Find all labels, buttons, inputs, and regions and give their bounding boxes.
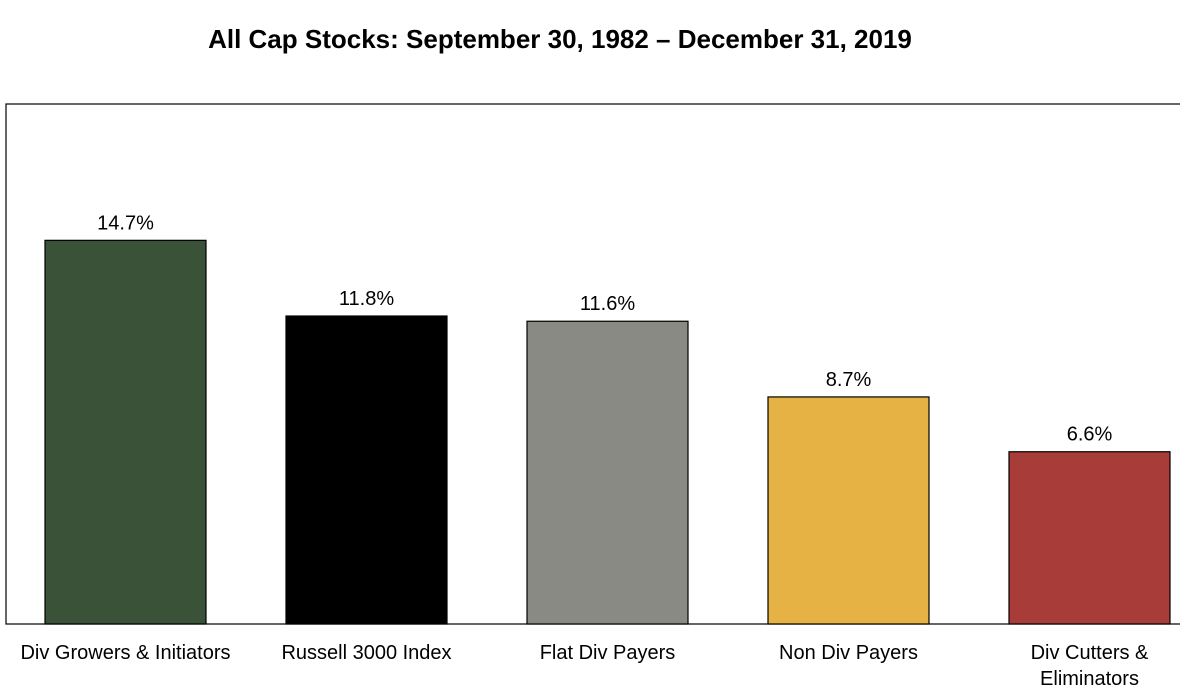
- bar-2: [285, 315, 448, 625]
- x-tick-label-4: Non Div Payers: [779, 642, 918, 664]
- value-label-4: 8.7%: [826, 369, 872, 391]
- bar-5: [1008, 451, 1171, 625]
- value-label-5: 6.6%: [1067, 424, 1113, 446]
- x-tick-label-2: Russell 3000 Index: [281, 642, 451, 664]
- x-tick-label-3: Flat Div Payers: [540, 642, 676, 664]
- x-labels-group: Div Growers & Initiators Russell 3000 Ind…: [20, 642, 1149, 690]
- x-tick-label-line: Eliminators: [1040, 668, 1139, 690]
- x-tick-label-line: Non Div Payers: [779, 642, 918, 664]
- x-tick-label-line: Div Cutters &: [1031, 642, 1149, 664]
- bar-4: [767, 396, 930, 625]
- value-label-2: 11.8%: [339, 288, 394, 310]
- value-labels-group: 14.7% 11.8% 11.6% 8.7% 6.6%: [97, 212, 1112, 445]
- x-tick-label-1: Div Growers & Initiators: [20, 642, 230, 664]
- value-label-3: 11.6%: [580, 293, 635, 315]
- bar-1: [44, 239, 207, 625]
- x-tick-label-5: Div Cutters & Eliminators: [1031, 642, 1149, 690]
- x-tick-label-line: Div Growers & Initiators: [20, 642, 230, 664]
- bar-3: [526, 320, 689, 625]
- x-tick-label-line: Russell 3000 Index: [281, 642, 451, 664]
- x-tick-label-line: Flat Div Payers: [540, 642, 676, 664]
- bars-group: [44, 239, 1171, 625]
- value-label-1: 14.7%: [97, 212, 154, 234]
- chart-title: All Cap Stocks: September 30, 1982 – Dec…: [208, 24, 912, 54]
